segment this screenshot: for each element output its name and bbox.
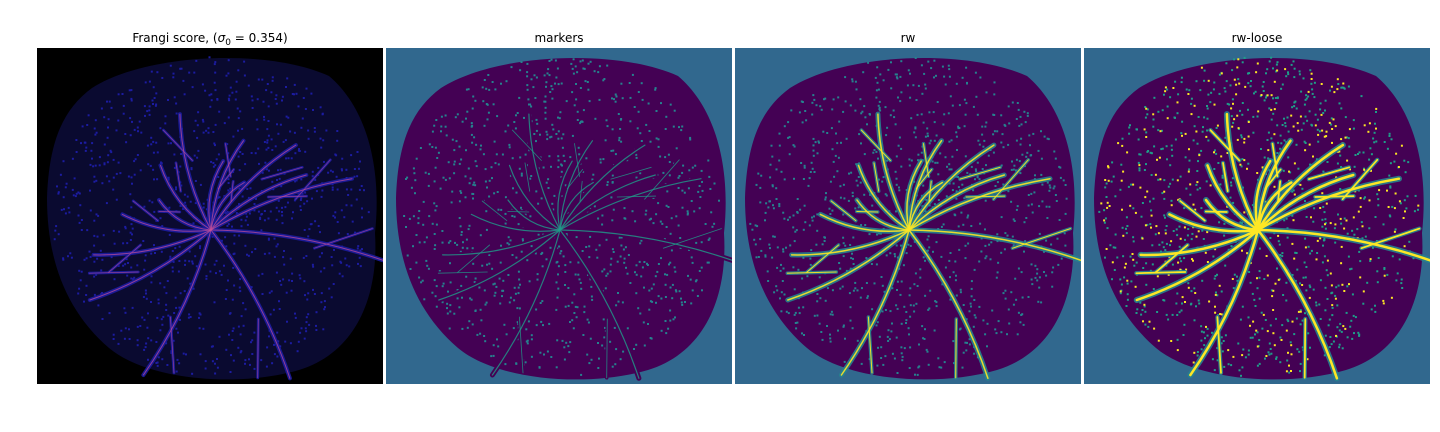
panel-title-rw: rw [900,31,916,45]
panel-title-rw-loose: rw-loose [1231,31,1283,45]
rw-loose-image [1084,48,1430,384]
rw-loose-svg [1084,48,1430,384]
markers-svg [386,48,732,384]
panel-rw-loose: rw-loose [1084,30,1430,384]
rw-svg [735,48,1081,384]
panel-title-markers: markers [534,31,584,45]
panel-frangi: Frangi score, (σ0 = 0.354) [37,30,383,384]
frangi-score-svg [37,48,383,384]
frangi-score-image [37,48,383,384]
panel-markers: markers [386,30,732,384]
rw-image [735,48,1081,384]
panel-title-frangi: Frangi score, (σ0 = 0.354) [132,31,288,48]
panel-rw: rw [735,30,1081,384]
markers-image [386,48,732,384]
